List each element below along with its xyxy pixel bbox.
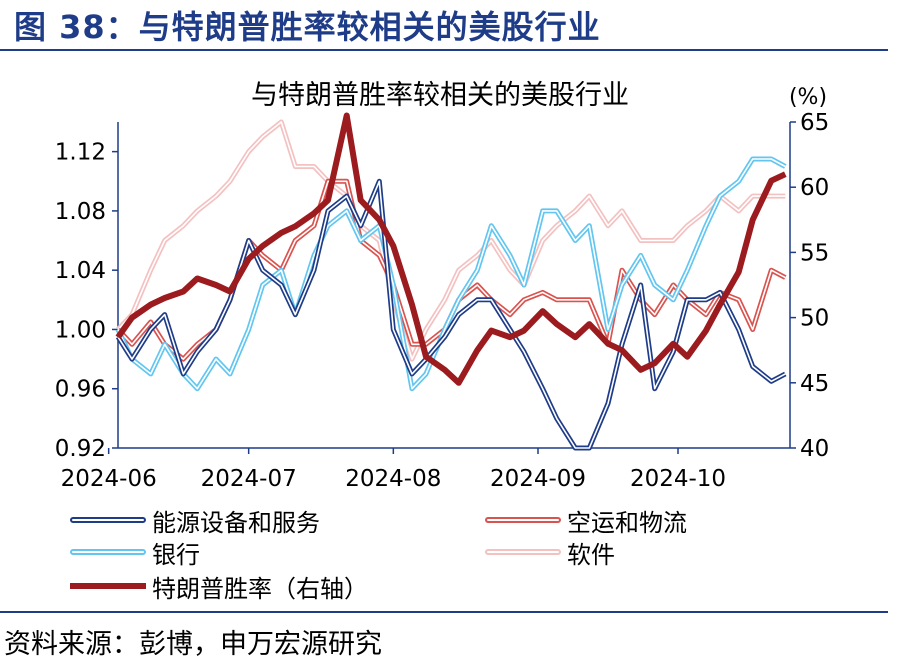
x-tick-label: 2024-08 (345, 466, 441, 492)
left-tick-label: 1.04 (55, 258, 106, 284)
legend-label: 能源设备和服务 (152, 508, 320, 537)
chart: 与特朗普胜率较相关的美股行业 (%) 0.92 0.96 1.00 1.04 1.08 1… (55, 80, 830, 492)
left-tick-label: 0.92 (55, 436, 106, 462)
legend-swatch (70, 517, 146, 523)
footer-divider (0, 611, 888, 613)
legend-item-banks: 银行 (70, 537, 200, 569)
left-tick-label: 1.08 (55, 199, 106, 225)
left-tick-label: 1.12 (55, 140, 106, 166)
legend-swatch (485, 549, 561, 555)
source-note: 资料来源：彭博，申万宏源研究 (4, 629, 382, 660)
x-tick-label: 2024-09 (490, 466, 586, 492)
title-divider (0, 49, 888, 51)
legend-label: 软件 (567, 540, 615, 569)
series-line-inner-banks (117, 158, 786, 390)
right-tick-label: 55 (800, 240, 829, 266)
legend-item-air-logistics: 空运和物流 (485, 505, 687, 537)
right-tick-label: 50 (800, 306, 829, 332)
left-tick-label: 1.00 (55, 317, 106, 343)
axes: 0.92 0.96 1.00 1.04 1.08 1.12 40 45 50 55 60 65 2024… (55, 110, 830, 492)
x-tick-label: 2024-07 (201, 466, 297, 492)
legend-item-software: 软件 (485, 537, 615, 569)
right-tick-label: 60 (800, 175, 829, 201)
right-tick-label: 65 (800, 110, 829, 136)
x-tick-label: 2024-10 (630, 466, 726, 492)
legend-swatch (70, 549, 146, 555)
legend-label: 银行 (152, 540, 200, 569)
x-tick-label: 2024-06 (61, 466, 157, 492)
legend-label: 特朗普胜率（右轴） (152, 574, 368, 603)
series-line-inner-software (117, 121, 786, 360)
legend-item-trump-odds: 特朗普胜率（右轴） (70, 571, 368, 603)
figure-title: 图 38：与特朗普胜率较相关的美股行业 (14, 8, 601, 46)
legend-swatch (485, 517, 561, 523)
legend-item-energy-equipment: 能源设备和服务 (70, 505, 320, 537)
series-layer (115, 112, 787, 451)
legend-label: 空运和物流 (567, 508, 687, 537)
right-axis-unit: (%) (789, 85, 827, 110)
legend: 能源设备和服务 空运和物流 银行 软件 特朗普胜率（右轴） (70, 505, 850, 610)
right-tick-label: 40 (800, 436, 829, 462)
series-line-trump-odds (115, 112, 787, 386)
right-tick-label: 45 (800, 371, 829, 397)
chart-title: 与特朗普胜率较相关的美股行业 (251, 80, 629, 111)
left-tick-label: 0.96 (55, 377, 106, 403)
legend-swatch (70, 583, 146, 589)
